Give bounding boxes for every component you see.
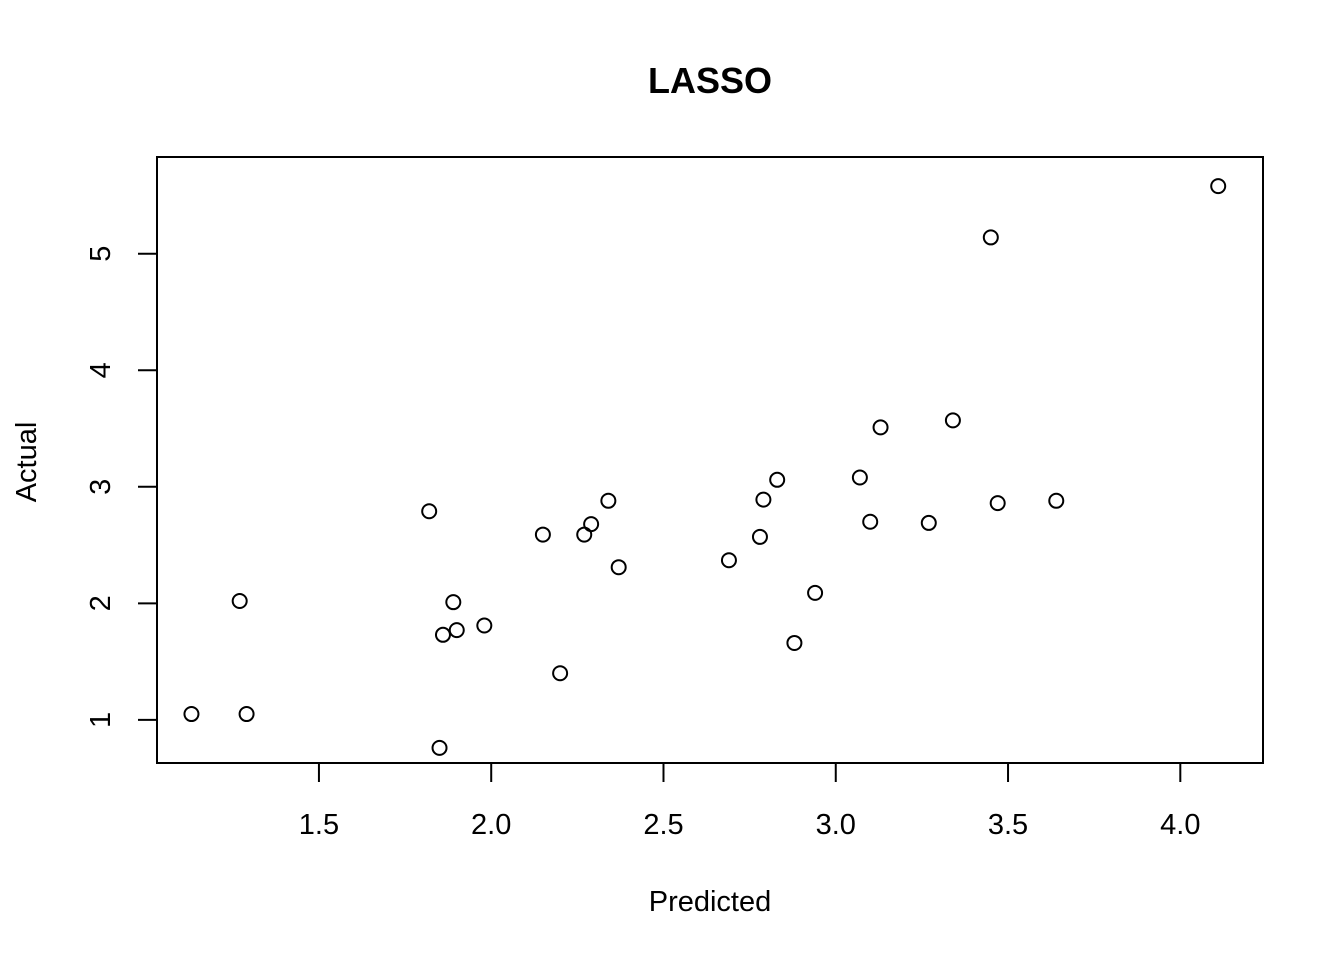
plot-frame	[156, 156, 1264, 764]
data-point	[851, 469, 868, 486]
data-point	[476, 617, 493, 634]
data-point	[862, 513, 879, 530]
x-tick-label: 2.0	[471, 809, 511, 841]
data-point	[755, 491, 772, 508]
x-axis: 1.5 2.0 2.5 3.0 3.5 4.0	[299, 762, 1200, 841]
data-point	[448, 622, 465, 639]
data-point	[238, 706, 255, 723]
x-axis-label: Predicted	[649, 886, 772, 918]
y-tick-label: 5	[85, 246, 117, 262]
data-point	[720, 552, 737, 569]
data-point	[445, 594, 462, 611]
data-point	[576, 526, 593, 543]
x-tick-label: 4.0	[1160, 809, 1200, 841]
chart-title: LASSO	[648, 60, 772, 101]
y-tick-label: 4	[85, 362, 117, 378]
data-point	[534, 526, 551, 543]
data-point	[1048, 492, 1065, 509]
data-point	[583, 516, 600, 533]
data-point	[944, 412, 961, 429]
x-tick-label: 3.0	[816, 809, 856, 841]
y-axis: 1 2 3 4 5	[85, 246, 158, 728]
data-point	[769, 471, 786, 488]
data-point	[989, 495, 1006, 512]
data-points	[183, 178, 1227, 756]
y-axis-label: Actual	[11, 422, 43, 503]
x-tick-label: 2.5	[643, 809, 683, 841]
data-point	[421, 503, 438, 520]
data-point	[786, 634, 803, 651]
x-tick-label: 1.5	[299, 809, 339, 841]
data-point	[872, 419, 889, 436]
data-point	[600, 492, 617, 509]
y-tick-label: 1	[85, 712, 117, 728]
data-point	[807, 584, 824, 601]
data-point	[751, 528, 768, 545]
y-tick-label: 2	[85, 595, 117, 611]
data-point	[552, 665, 569, 682]
y-tick-label: 3	[85, 479, 117, 495]
data-point	[231, 593, 248, 610]
data-point	[920, 514, 937, 531]
data-point	[431, 739, 448, 756]
data-point	[1210, 178, 1227, 195]
data-point	[982, 229, 999, 246]
data-point	[610, 559, 627, 576]
x-tick-label: 3.5	[988, 809, 1028, 841]
data-point	[183, 706, 200, 723]
data-point	[434, 626, 451, 643]
